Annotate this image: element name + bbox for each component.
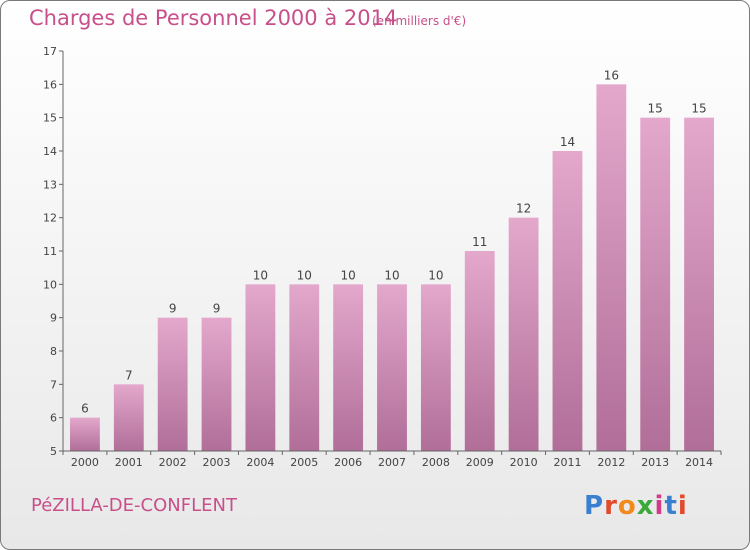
logo-letter: r xyxy=(604,491,618,521)
data-label-2006: 10 xyxy=(340,268,355,282)
data-label-2002: 9 xyxy=(169,302,177,316)
logo-letter: x xyxy=(636,491,655,521)
x-tick-label-2012: 2012 xyxy=(597,456,625,469)
x-tick-label-2011: 2011 xyxy=(553,456,581,469)
data-label-2011: 14 xyxy=(560,135,575,149)
data-label-2010: 12 xyxy=(516,202,531,216)
chart-subtitle: (en milliers d'€) xyxy=(372,14,467,28)
bar-2004 xyxy=(245,284,276,451)
x-tick-label-2000: 2000 xyxy=(71,456,99,469)
chart-title: Charges de Personnel 2000 à 2014 xyxy=(29,6,398,30)
data-label-2013: 15 xyxy=(648,102,663,116)
bar-2003 xyxy=(201,317,232,451)
y-tick-label-7: 7 xyxy=(50,378,57,391)
y-tick-label-17: 17 xyxy=(43,45,57,58)
data-label-2014: 15 xyxy=(691,102,706,116)
bar-2002 xyxy=(157,317,188,451)
y-tick-label-5: 5 xyxy=(50,445,57,458)
bar-2012 xyxy=(596,84,627,451)
bar-2001 xyxy=(113,384,144,451)
bar-2013 xyxy=(640,117,671,452)
logo-letter: P xyxy=(584,491,605,521)
bars-layer: 6 7 9 9 10 10 10 10 10 11 12 14 16 15 15 xyxy=(70,68,714,452)
commune-name: PéZILLA-DE-CONFLENT xyxy=(31,495,237,516)
x-tick-label-2013: 2013 xyxy=(641,456,669,469)
x-tick-label-2014: 2014 xyxy=(685,456,713,469)
x-tick-label-2009: 2009 xyxy=(466,456,494,469)
y-tick-label-15: 15 xyxy=(43,112,57,125)
bar-2005 xyxy=(289,284,320,451)
bar-2006 xyxy=(333,284,364,451)
x-tick-label-2008: 2008 xyxy=(422,456,450,469)
y-tick-label-6: 6 xyxy=(50,412,57,425)
logo-letter: i xyxy=(677,491,688,521)
data-label-2000: 6 xyxy=(81,402,89,416)
data-label-2005: 10 xyxy=(297,268,312,282)
bar-2009 xyxy=(464,251,495,451)
y-tick-label-11: 11 xyxy=(43,245,57,258)
x-tick-label-2002: 2002 xyxy=(159,456,187,469)
logo-letter: t xyxy=(664,491,678,521)
x-tick-label-2007: 2007 xyxy=(378,456,406,469)
x-tick-label-2010: 2010 xyxy=(510,456,538,469)
x-tick-label-2006: 2006 xyxy=(334,456,362,469)
bar-2000 xyxy=(70,417,100,451)
y-tick-label-9: 9 xyxy=(50,312,57,325)
data-label-2012: 16 xyxy=(604,68,619,82)
bar-2014 xyxy=(684,117,714,452)
data-label-2001: 7 xyxy=(125,368,133,382)
y-tick-label-12: 12 xyxy=(43,212,57,225)
axis-layer: 2000 2001 2002 2003 2004 2005 2006 2007 2008 2009… xyxy=(43,45,722,469)
bar-2008 xyxy=(420,284,451,451)
x-tick-label-2005: 2005 xyxy=(290,456,318,469)
y-tick-label-14: 14 xyxy=(43,145,57,158)
data-label-2008: 10 xyxy=(428,268,443,282)
data-label-2003: 9 xyxy=(213,302,221,316)
bar-2011 xyxy=(552,151,583,451)
x-tick-label-2001: 2001 xyxy=(115,456,143,469)
proxiti-logo: Proxiti xyxy=(584,491,688,521)
logo-letter: i xyxy=(654,491,665,521)
data-label-2004: 10 xyxy=(253,268,268,282)
data-label-2007: 10 xyxy=(384,268,399,282)
x-tick-label-2004: 2004 xyxy=(246,456,274,469)
y-tick-label-16: 16 xyxy=(43,78,57,91)
y-tick-label-13: 13 xyxy=(43,178,57,191)
bar-2007 xyxy=(377,284,407,451)
x-tick-label-2003: 2003 xyxy=(203,456,231,469)
y-tick-label-8: 8 xyxy=(50,345,57,358)
bar-2010 xyxy=(508,217,539,451)
logo-letter: o xyxy=(617,491,637,521)
y-tick-label-10: 10 xyxy=(43,278,57,291)
data-label-2009: 11 xyxy=(472,235,487,249)
